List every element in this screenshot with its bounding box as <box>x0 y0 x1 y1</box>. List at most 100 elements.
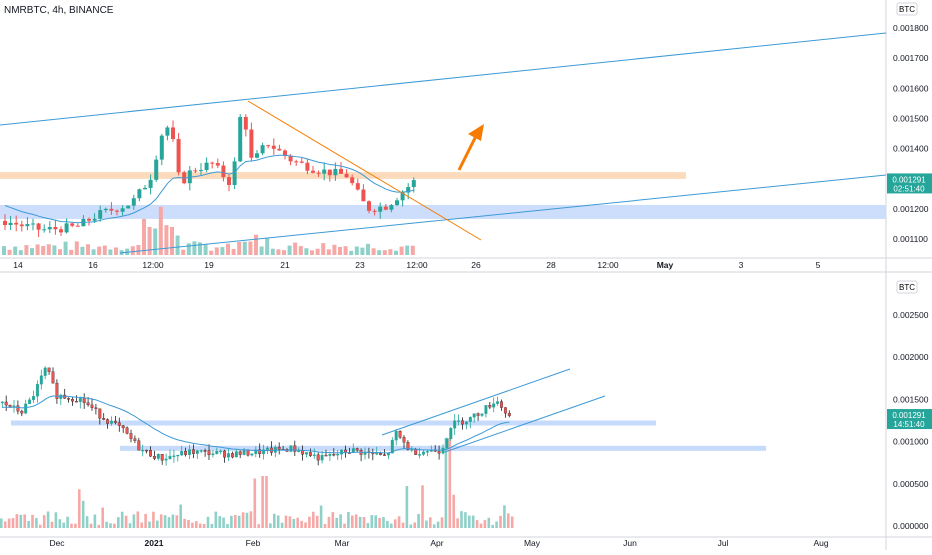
candle-body-top <box>355 183 360 190</box>
volume-bar-bottom <box>58 519 62 528</box>
volume-bar-bottom <box>475 520 479 528</box>
support-zone-bottom-1 <box>11 420 656 426</box>
volume-bar-top <box>80 246 85 255</box>
candle-body-bottom <box>293 445 297 452</box>
candle-body-top <box>243 117 248 130</box>
candle-body-top <box>221 165 226 178</box>
volume-bar-bottom <box>339 514 342 528</box>
volume-bar-top <box>293 242 298 255</box>
volume-bar-top <box>321 243 326 255</box>
volume-bar-top <box>354 246 359 255</box>
volume-bar-top <box>237 241 242 255</box>
channel-upper-bottom <box>381 368 571 436</box>
volume-bar-bottom <box>308 516 311 528</box>
volume-bar-bottom <box>7 518 11 528</box>
volume-bar-bottom <box>183 518 186 528</box>
volume-bar-bottom <box>362 517 366 528</box>
volume-bar-top <box>114 247 118 255</box>
volume-bar-bottom <box>230 515 233 528</box>
candle-body-bottom <box>425 451 429 453</box>
x-tick-label-bottom: Aug <box>813 538 828 548</box>
candle-body-bottom <box>106 419 110 424</box>
volume-bar-top <box>7 249 12 255</box>
volume-bar-bottom <box>386 520 389 528</box>
volume-bar-top <box>270 248 275 255</box>
candle-body-top <box>75 225 80 227</box>
x-tick-label-top: 5 <box>816 260 821 270</box>
quote-badge-top <box>896 2 918 16</box>
last-price-bottom: 0.001291 <box>892 411 926 420</box>
volume-bar-bottom <box>179 504 182 528</box>
volume-bar-top <box>147 226 152 255</box>
volume-bar-bottom <box>50 521 54 528</box>
volume-bar-bottom <box>62 522 65 528</box>
candle-body-bottom <box>164 458 168 461</box>
candle-body-bottom <box>414 449 418 455</box>
candle-body-bottom <box>90 404 94 408</box>
candle-body-bottom <box>117 422 121 426</box>
volume-bar-top <box>394 250 398 255</box>
candle-body-bottom <box>418 454 422 456</box>
volume-bar-bottom <box>440 517 444 528</box>
candle-body-top <box>31 223 35 225</box>
volume-bar-bottom <box>265 476 268 528</box>
volume-bar-bottom <box>249 511 253 528</box>
candle-body-bottom <box>320 454 324 461</box>
candle-body-top <box>70 223 75 226</box>
volume-bar-bottom <box>0 518 3 528</box>
x-tick-label-top: 12:00 <box>142 260 164 270</box>
candle-body-top <box>25 224 30 227</box>
candle-body-bottom <box>312 454 316 456</box>
candle-body-bottom <box>94 407 98 409</box>
candle-body-bottom <box>453 420 457 429</box>
volume-bar-top <box>52 245 57 255</box>
volume-bar-bottom <box>39 524 42 528</box>
volume-bar-bottom <box>483 520 487 528</box>
candle-body-bottom <box>67 398 71 400</box>
volume-bar-bottom <box>370 515 374 528</box>
volume-bar-top <box>175 235 180 255</box>
candle-body-top <box>389 205 394 210</box>
moving-average-bottom <box>2 395 510 454</box>
volume-bar-bottom <box>284 515 288 528</box>
candle-body-top <box>311 170 315 173</box>
candle-body-top <box>316 172 321 174</box>
candle-body-top <box>378 206 383 212</box>
volume-bar-bottom <box>101 507 104 528</box>
volume-bar-top <box>130 246 135 255</box>
x-tick-label-bottom: Apr <box>430 538 443 548</box>
candle-body-bottom <box>375 453 379 455</box>
y-tick-label-bottom: 0.002500 <box>893 310 929 320</box>
volume-bar-bottom <box>132 514 136 528</box>
volume-bar-bottom <box>11 518 15 528</box>
candle-body-bottom <box>363 451 367 455</box>
volume-bar-bottom <box>152 511 155 528</box>
volume-bar-bottom <box>187 519 190 528</box>
candle-body-bottom <box>390 439 394 454</box>
candle-body-bottom <box>180 450 184 456</box>
candle-body-bottom <box>402 437 406 443</box>
volume-bar-bottom <box>401 522 405 528</box>
candle-body-bottom <box>355 448 359 451</box>
candle-body-bottom <box>445 438 449 449</box>
last-price-top: 0.001291 <box>892 175 926 184</box>
candle-body-bottom <box>230 453 234 458</box>
volume-bar-top <box>220 247 225 255</box>
volume-bar-bottom <box>421 485 424 528</box>
candle-body-bottom <box>211 453 215 456</box>
projection-arrow-head <box>468 124 484 141</box>
volume-bar-top <box>2 246 6 255</box>
volume-bar-top <box>338 246 342 255</box>
candle-body-top <box>232 161 237 185</box>
volume-bar-top <box>13 246 18 255</box>
candle-body-top <box>103 208 108 211</box>
volume-bar-top <box>102 245 107 255</box>
candle-body-top <box>204 162 209 171</box>
candle-body-bottom <box>86 402 90 406</box>
candle-body-top <box>411 180 416 188</box>
volume-bar-top <box>371 248 376 255</box>
candle-body-top <box>64 223 69 233</box>
y-tick-label-top: 0.001600 <box>893 83 929 93</box>
candle-body-top <box>395 200 399 206</box>
